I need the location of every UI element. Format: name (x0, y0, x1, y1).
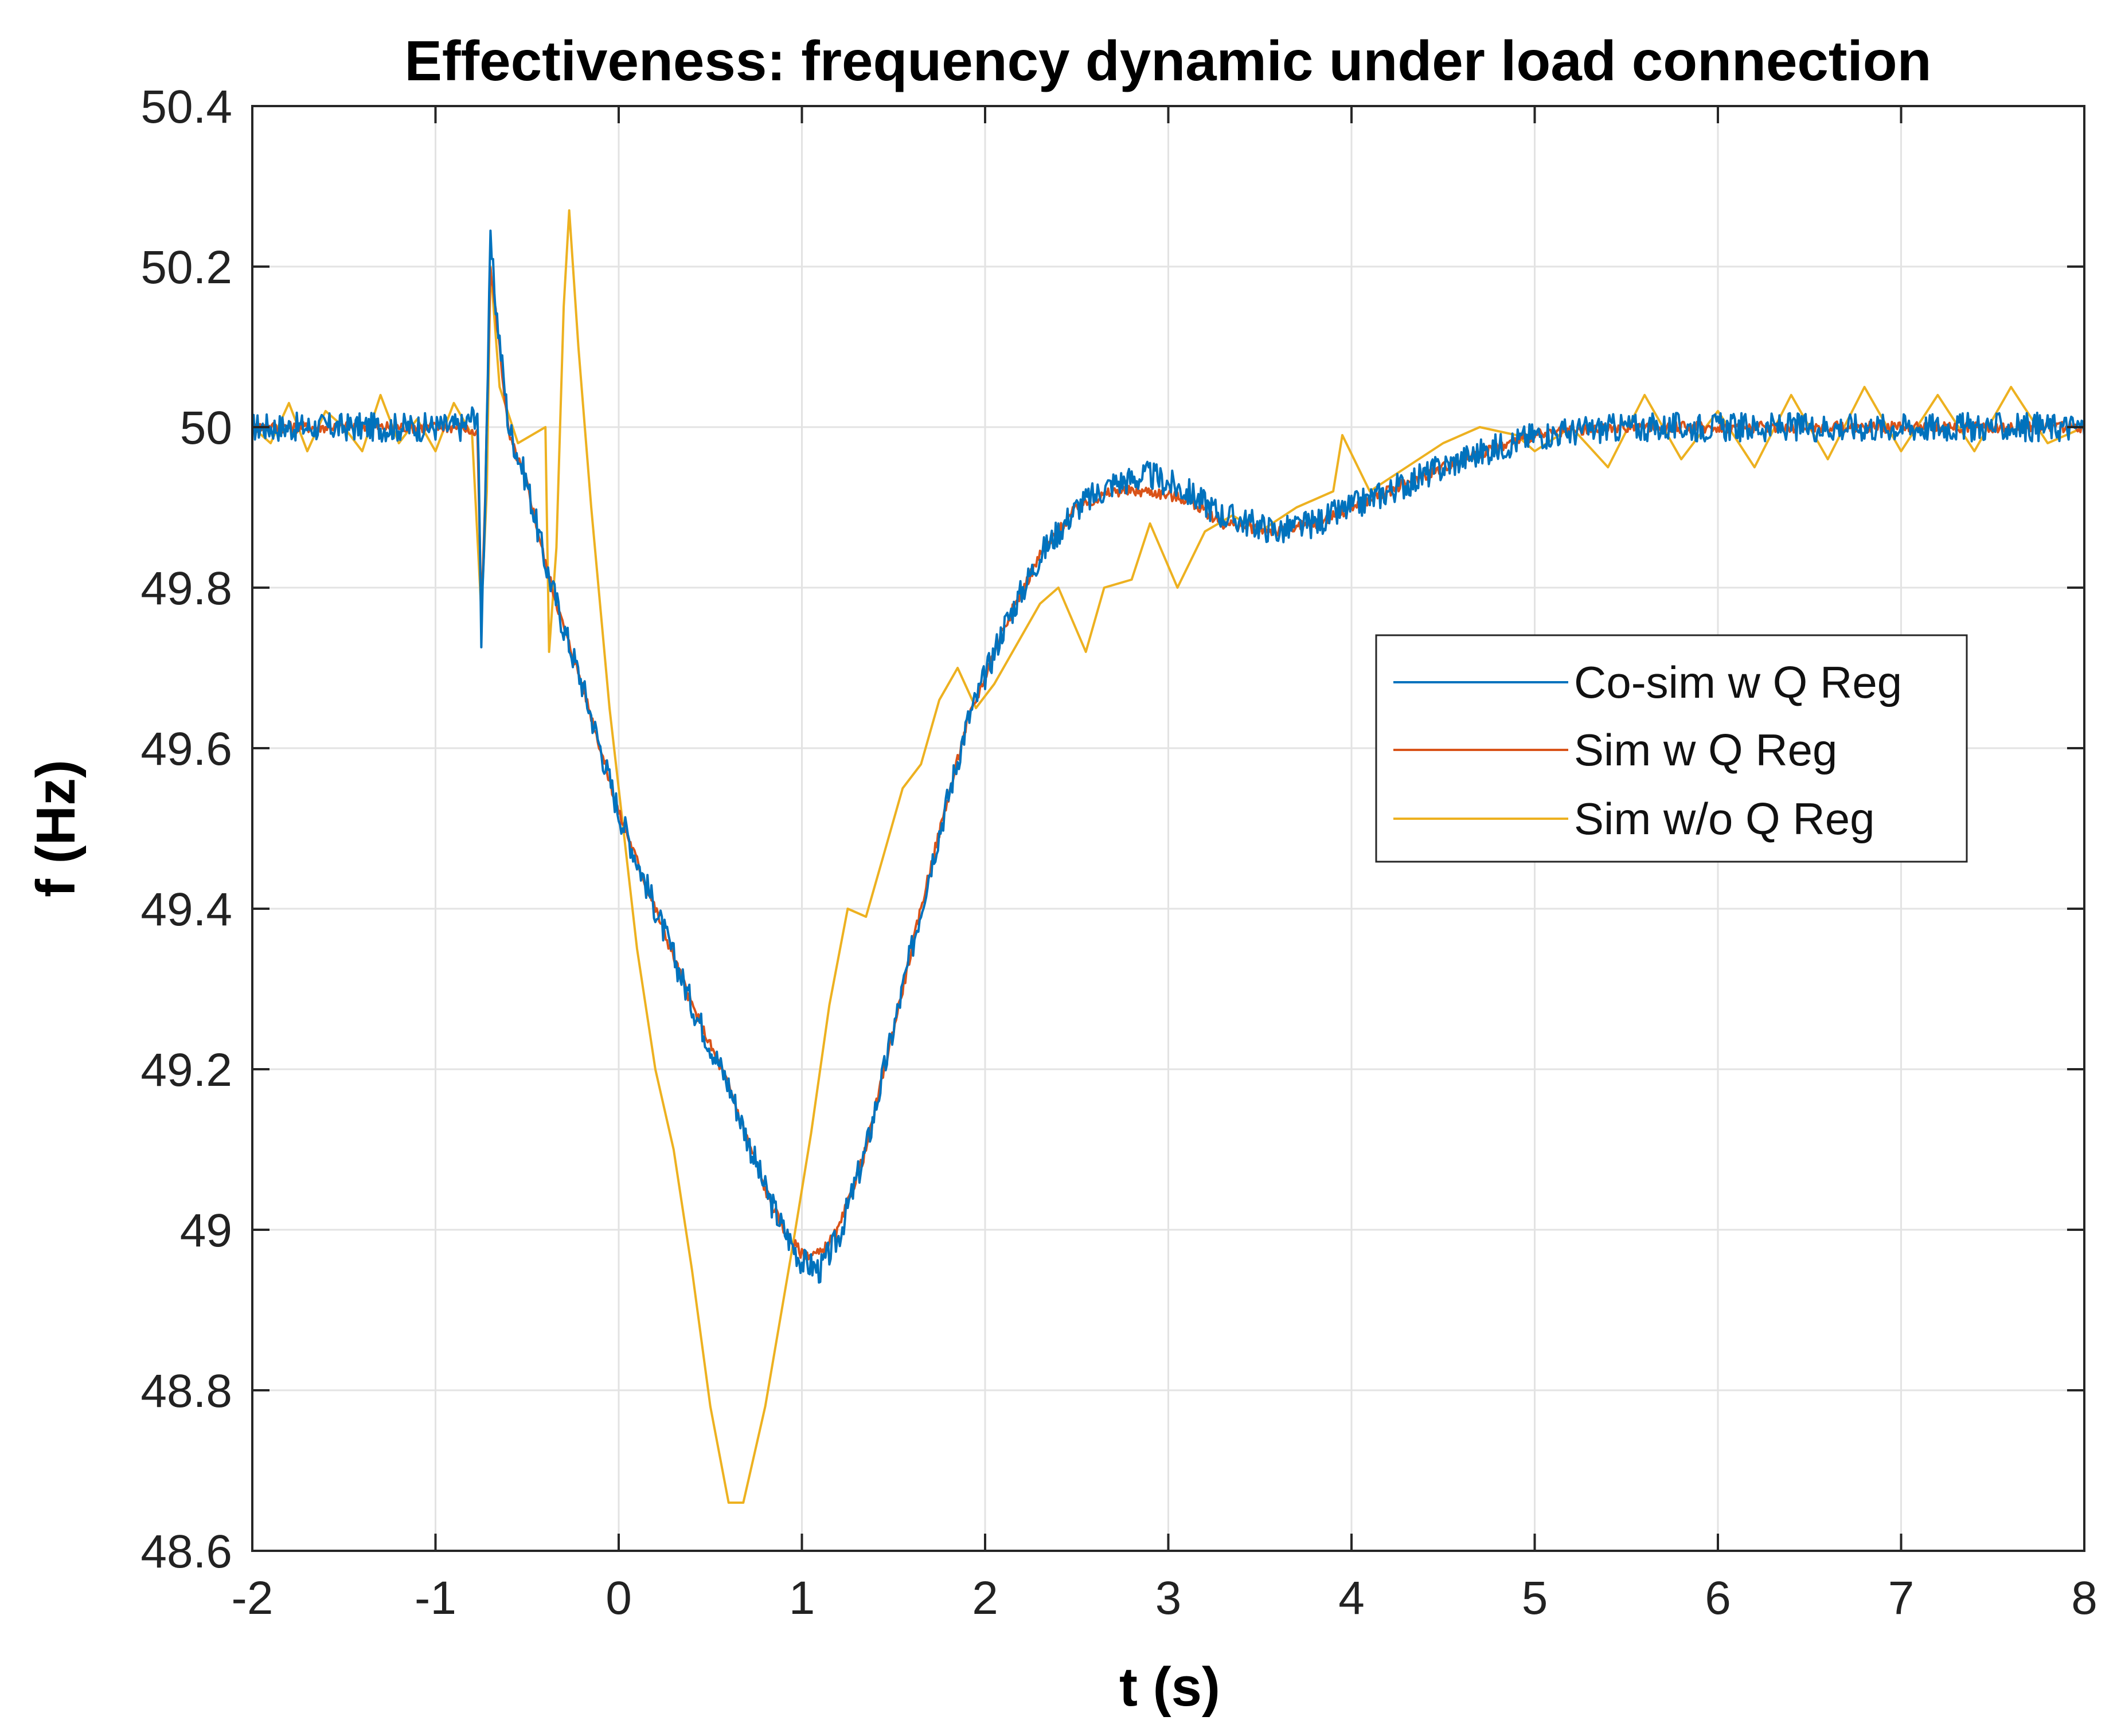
x-tick-label: 4 (1338, 1572, 1365, 1624)
y-axis-label: f (Hz) (25, 760, 87, 897)
chart-title: Effectiveness: frequency dynamic under l… (405, 29, 1932, 92)
y-tick-label: 50.2 (140, 241, 232, 294)
series-group (251, 209, 2085, 1504)
y-tick-label: 49.6 (140, 723, 232, 775)
y-tick-label: 49.2 (140, 1044, 232, 1096)
ticks: -2 -1 0 1 2 3 4 5 6 7 8 48.6 48.8 49 49.2 49.4 49.6 49.8 5… (140, 81, 2097, 1624)
x-tick-label: -1 (415, 1572, 456, 1624)
x-tick-label: 2 (972, 1572, 998, 1624)
y-tick-label: 49.8 (140, 562, 232, 615)
legend-box (1375, 634, 1968, 863)
y-tick-label: 50 (180, 402, 232, 454)
x-tick-label: 5 (1522, 1572, 1548, 1624)
y-tick-label: 48.6 (140, 1526, 232, 1578)
legend-label-sim: Sim w Q Reg (1574, 725, 1837, 775)
y-tick-label: 48.8 (140, 1365, 232, 1417)
series-line-0 (251, 229, 2085, 1284)
legend-label-co-sim: Co-sim w Q Reg (1574, 657, 1902, 707)
y-tick-label: 49.4 (140, 883, 232, 936)
legend-label-sim-no-q: Sim w/o Q Reg (1574, 793, 1874, 844)
x-tick-label: 7 (1888, 1572, 1915, 1624)
x-tick-label: 1 (789, 1572, 815, 1624)
x-tick-label: -2 (232, 1572, 274, 1624)
y-tick-label: 49 (180, 1205, 232, 1257)
x-tick-label: 3 (1155, 1572, 1182, 1624)
x-tick-label: 6 (1705, 1572, 1731, 1624)
y-tick-label: 50.4 (140, 81, 232, 133)
legend: Co-sim w Q Reg Sim w Q Reg Sim w/o Q Reg (1375, 634, 1968, 863)
x-tick-label: 0 (606, 1572, 632, 1624)
x-axis-label: t (s) (1119, 1656, 1220, 1718)
x-tick-label: 8 (2071, 1572, 2097, 1624)
